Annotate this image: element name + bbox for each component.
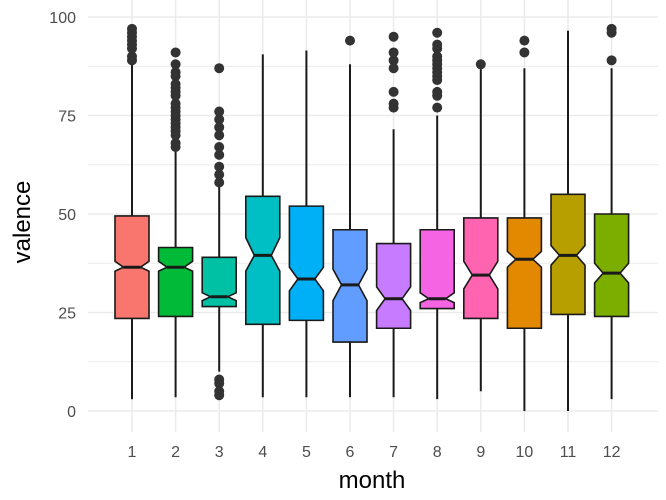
x-tick-label: 12 bbox=[603, 444, 621, 461]
outlier-point bbox=[214, 169, 225, 180]
y-tick-label: 100 bbox=[49, 10, 76, 27]
outlier-point bbox=[432, 27, 443, 38]
outlier-point bbox=[475, 59, 486, 70]
outlier-point bbox=[214, 149, 225, 160]
box-body bbox=[593, 213, 630, 318]
box-group bbox=[506, 35, 543, 411]
outlier-point bbox=[519, 35, 530, 46]
outlier-point bbox=[388, 31, 399, 42]
outlier-point bbox=[345, 35, 355, 46]
outlier-point bbox=[432, 102, 443, 113]
outlier-point bbox=[214, 122, 225, 133]
outlier-point bbox=[432, 86, 443, 97]
outlier-point bbox=[388, 55, 399, 66]
outlier-point bbox=[170, 59, 181, 70]
box-group bbox=[419, 27, 455, 400]
outlier-point bbox=[170, 98, 181, 109]
box-body bbox=[506, 217, 543, 330]
outlier-point bbox=[606, 23, 617, 34]
x-tick-label: 9 bbox=[476, 444, 485, 461]
outlier-point bbox=[214, 386, 225, 397]
box-group bbox=[157, 47, 194, 398]
outlier-point bbox=[432, 51, 443, 62]
y-tick-label: 75 bbox=[58, 109, 76, 126]
y-tick-labels: 0 25 50 75 100 bbox=[49, 10, 76, 421]
box-group bbox=[593, 23, 630, 400]
outlier-point bbox=[170, 138, 181, 149]
outlier-point bbox=[214, 142, 225, 153]
outlier-point bbox=[388, 86, 399, 97]
box-body bbox=[463, 217, 499, 320]
box-body bbox=[245, 195, 281, 326]
outlier-point bbox=[519, 47, 530, 58]
x-tick-label: 1 bbox=[128, 444, 137, 461]
box-group bbox=[375, 31, 412, 398]
outlier-point bbox=[214, 114, 225, 125]
box-body bbox=[201, 256, 237, 308]
outlier-point bbox=[214, 161, 225, 172]
outlier-point bbox=[388, 98, 399, 109]
outlier-point bbox=[388, 63, 399, 74]
outlier-point bbox=[170, 67, 181, 78]
box-group bbox=[201, 63, 237, 401]
outlier-point bbox=[214, 130, 225, 141]
x-tick-label: 8 bbox=[433, 444, 442, 461]
x-tick-label: 6 bbox=[346, 444, 355, 461]
x-tick-label: 4 bbox=[258, 444, 267, 461]
box-group bbox=[550, 30, 586, 411]
outlier-point bbox=[170, 47, 181, 58]
box-group bbox=[245, 54, 281, 398]
x-tick-label: 2 bbox=[171, 444, 180, 461]
x-axis-title: month bbox=[339, 467, 406, 494]
x-tick-label: 3 bbox=[215, 444, 224, 461]
boxes-layer bbox=[114, 23, 630, 411]
y-tick-label: 0 bbox=[67, 404, 76, 421]
x-tick-label: 11 bbox=[560, 444, 577, 461]
outlier-point bbox=[214, 63, 225, 74]
x-tick-label: 5 bbox=[302, 444, 311, 461]
y-tick-label: 50 bbox=[58, 207, 76, 224]
box-body bbox=[288, 205, 325, 322]
outlier-point bbox=[214, 106, 225, 117]
x-tick-label: 7 bbox=[389, 444, 398, 461]
y-tick-label: 25 bbox=[58, 306, 76, 323]
box-group bbox=[288, 50, 325, 398]
outlier-point bbox=[432, 39, 443, 50]
outlier-point bbox=[214, 374, 225, 385]
box-body bbox=[375, 242, 412, 330]
x-tick-labels: 1 2 3 4 5 6 7 8 9 10 11 12 bbox=[128, 444, 621, 461]
outlier-point bbox=[170, 78, 181, 89]
outlier-point bbox=[606, 55, 617, 66]
box-group bbox=[114, 23, 150, 400]
x-tick-label: 10 bbox=[516, 444, 534, 461]
outlier-point bbox=[214, 177, 225, 188]
box-body bbox=[419, 228, 455, 310]
outlier-point bbox=[127, 51, 137, 62]
y-axis-title: valence bbox=[9, 181, 36, 264]
outlier-point bbox=[127, 23, 137, 34]
box-group bbox=[463, 59, 499, 392]
outlier-point bbox=[388, 47, 399, 58]
box-group bbox=[332, 35, 368, 398]
box-body bbox=[157, 246, 194, 318]
